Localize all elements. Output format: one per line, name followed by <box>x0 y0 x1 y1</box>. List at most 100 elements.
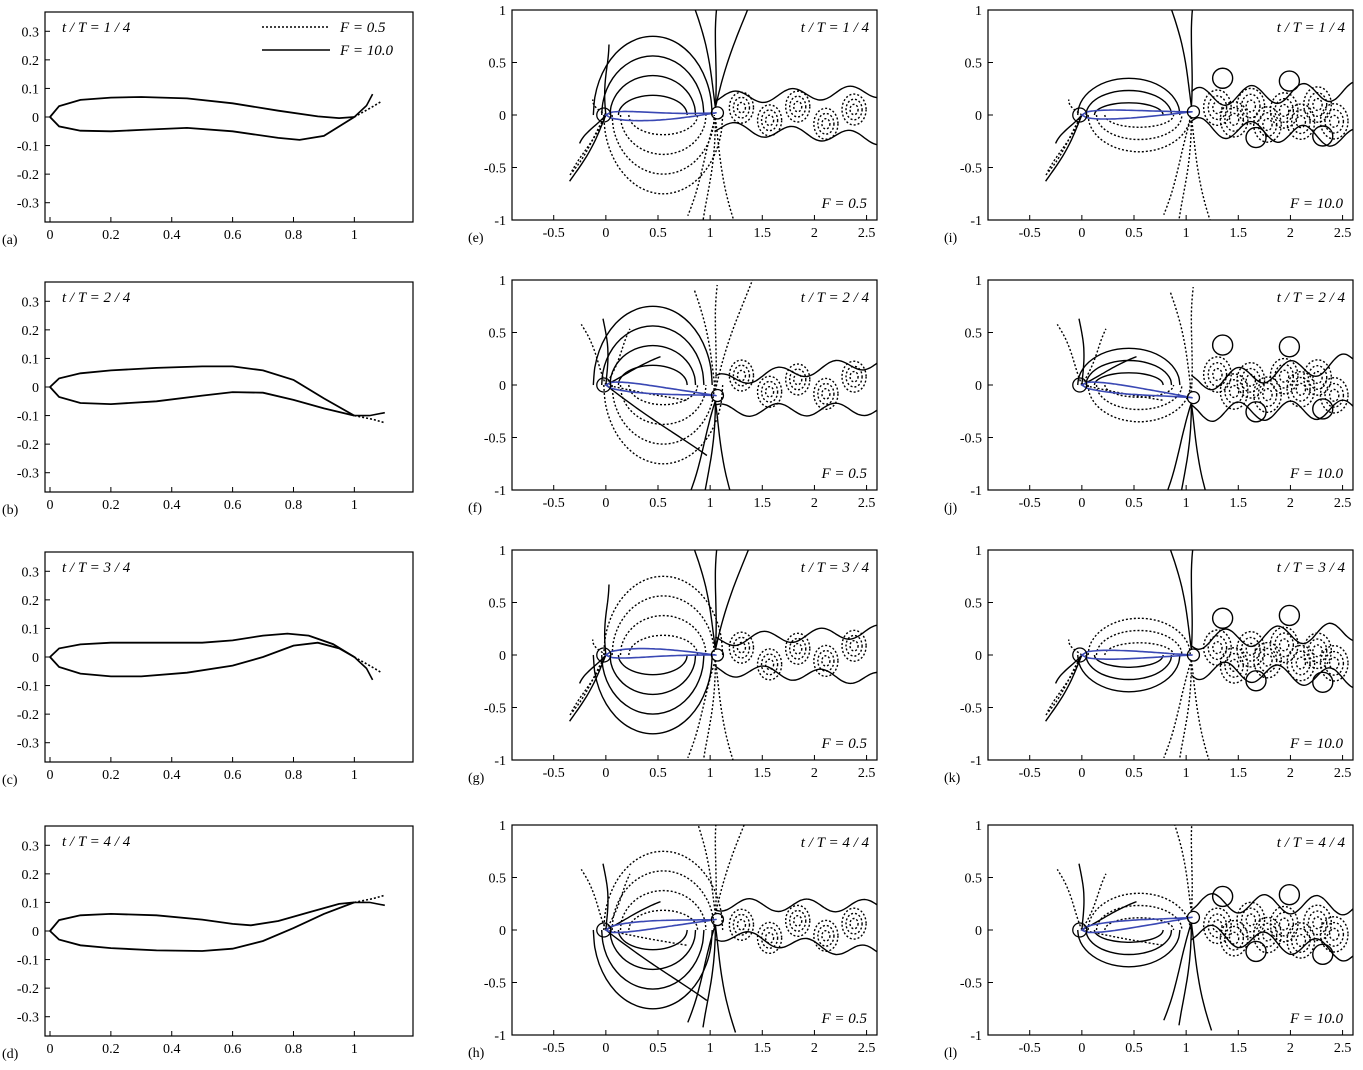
y-tick-label: 0.2 <box>22 594 40 609</box>
wake-vortex <box>1295 115 1307 129</box>
frequency-label: F = 0.5 <box>820 196 867 212</box>
contour <box>617 929 688 951</box>
contour <box>1104 384 1175 399</box>
x-tick-label: 0.8 <box>285 768 303 783</box>
frequency-label: F = 0.5 <box>820 466 867 482</box>
field-panel: -0.5 0 0.5 1 1.5 2 2.5 1 0.5 0 -0.5 -1 (i) t / T = 1 … <box>944 4 1354 246</box>
wake-vortex <box>1240 93 1261 119</box>
leading-edge-contour <box>596 922 612 938</box>
profile-panel: 0 0.2 0.4 0.6 0.8 1 0.3 0.2 0.1 0 -0.1 -0.2 -0.3 (b) t… <box>2 281 414 518</box>
wake-vortex <box>1202 89 1232 126</box>
panel-label: (e) <box>468 231 484 246</box>
wake-vortex <box>789 95 807 118</box>
wake-vortex <box>1324 650 1345 676</box>
wake-vortex <box>821 929 831 942</box>
contour <box>1178 660 1193 760</box>
y-tick-label: -0.3 <box>17 1011 39 1026</box>
time-label: t / T = 4 / 4 <box>1277 835 1346 851</box>
wake-blob <box>1312 125 1334 147</box>
wake-vortex <box>1319 103 1349 140</box>
wake-vortex <box>1295 656 1307 670</box>
y-tick-label: 0 <box>499 924 506 939</box>
x-tick-label: 2 <box>811 766 818 781</box>
contour <box>617 654 688 676</box>
y-tick-label: -0.3 <box>17 197 39 212</box>
profile-panel: 0 0.2 0.4 0.6 0.8 1 0.3 0.2 0.1 0 -0.1 -0.2 -0.3 (d) t… <box>2 825 414 1062</box>
wake-vortex <box>1257 112 1278 137</box>
wake-vortex <box>732 364 751 387</box>
wake-envelope <box>1190 661 1353 689</box>
y-tick-label: 0.5 <box>965 597 983 612</box>
wake-vortex <box>1245 373 1257 387</box>
flapping-body-outline <box>604 647 717 659</box>
x-tick-label: 2 <box>811 1041 818 1056</box>
airfoil-lower-surface <box>49 901 355 952</box>
x-tick-label: 0 <box>1078 766 1085 781</box>
wake-vortex <box>1274 632 1295 658</box>
y-tick-label: 1 <box>499 819 506 834</box>
wake-vortex <box>1286 103 1316 141</box>
y-tick-label: 0.5 <box>489 57 507 72</box>
contour <box>611 114 715 175</box>
x-tick-label: 2.5 <box>1334 226 1352 241</box>
wake-vortex <box>764 114 775 127</box>
y-tick-label: -0.1 <box>17 680 39 695</box>
x-tick-label: 0.4 <box>163 498 181 513</box>
contour <box>611 384 715 445</box>
field-panel: -0.5 0 0.5 1 1.5 2 2.5 1 0.5 0 -0.5 -1 (g) t / T = 3 … <box>468 544 878 786</box>
flapping-body-outline <box>1080 109 1193 120</box>
contour <box>1104 114 1175 129</box>
panel-label: (f) <box>468 501 482 516</box>
trailing-edge-contour <box>710 648 725 662</box>
contour <box>714 118 735 220</box>
x-tick-label: 0.5 <box>649 766 667 781</box>
contour <box>1085 359 1173 386</box>
contour <box>609 74 697 116</box>
x-tick-label: 1 <box>351 1042 358 1057</box>
contour <box>1190 660 1210 760</box>
airfoil-lower-surface <box>49 386 355 417</box>
contour <box>1078 318 1085 386</box>
contour <box>611 870 715 931</box>
x-tick-label: 0.8 <box>285 498 303 513</box>
contour <box>605 384 689 402</box>
y-tick-label: 0.1 <box>22 352 40 367</box>
contour <box>714 550 750 650</box>
wake-vortex <box>845 634 863 657</box>
wake-vortex <box>821 388 831 400</box>
field-panel: -0.5 0 0.5 1 1.5 2 2.5 1 0.5 0 -0.5 -1 (l) t / T = 4 … <box>944 819 1354 1061</box>
wake-blob <box>1245 401 1267 423</box>
y-tick-label: 0.5 <box>965 57 983 72</box>
wake-vortex <box>1253 376 1282 413</box>
wake-envelope <box>715 402 877 418</box>
wake-blob <box>1278 70 1301 92</box>
wake-vortex <box>813 644 839 678</box>
x-tick-label: 1 <box>1183 226 1190 241</box>
contour <box>1087 892 1191 931</box>
contour <box>1163 116 1193 216</box>
frequency-label: F = 10.0 <box>1289 1011 1344 1027</box>
contour <box>1093 654 1164 669</box>
wake-vortex <box>1286 644 1316 682</box>
contour <box>1085 89 1173 116</box>
x-tick-label: 0.4 <box>163 1042 181 1057</box>
y-tick-label: -1 <box>494 754 506 769</box>
wake-vortex <box>849 103 859 116</box>
contour <box>592 639 607 656</box>
x-tick-label: 0.5 <box>1125 226 1143 241</box>
x-tick-label: 1.5 <box>1230 496 1248 511</box>
x-tick-label: -0.5 <box>543 1041 565 1056</box>
y-tick-label: 0.1 <box>22 896 40 911</box>
field-panel: -0.5 0 0.5 1 1.5 2 2.5 1 0.5 0 -0.5 -1 (f) t / T = 2 … <box>468 274 878 516</box>
x-tick-label: -0.5 <box>1019 496 1041 511</box>
wake-vortex <box>728 631 755 664</box>
wake-vortex <box>1240 636 1261 662</box>
x-tick-label: 0.2 <box>102 228 120 243</box>
contour <box>619 114 707 156</box>
flapping-body-outline <box>604 110 717 122</box>
wake-vortex <box>1307 92 1328 117</box>
contour <box>1056 869 1083 931</box>
y-tick-label: -0.1 <box>17 410 39 425</box>
y-tick-label: 0 <box>499 109 506 124</box>
wake-vortex <box>841 93 867 126</box>
